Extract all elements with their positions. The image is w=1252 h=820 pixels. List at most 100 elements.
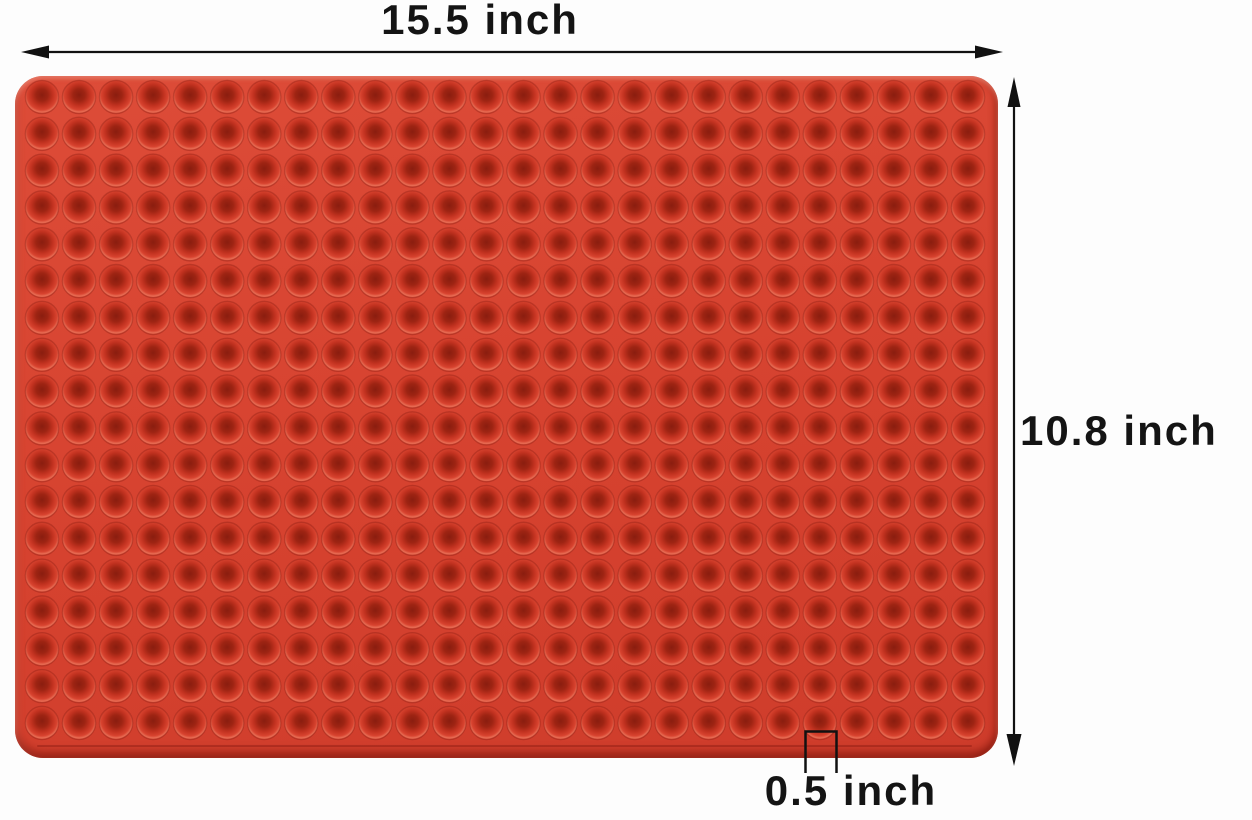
mat-bump	[506, 337, 541, 373]
mat-bump	[506, 705, 541, 741]
mat-bump	[506, 447, 541, 483]
mat-bump	[691, 521, 727, 557]
mat-bump	[950, 226, 986, 262]
mat-bump	[839, 595, 875, 630]
mat-bump	[950, 668, 986, 704]
mat-bump	[913, 705, 949, 741]
mat-bump	[728, 263, 764, 299]
mat-bump	[98, 263, 134, 299]
mat-bump	[839, 668, 875, 704]
mat-bump	[98, 632, 134, 667]
mat-bump	[135, 374, 171, 409]
mat-bump	[839, 632, 875, 667]
mat-bump	[950, 447, 986, 483]
mat-bump	[543, 374, 578, 409]
mat-bump	[543, 300, 578, 336]
mat-bump	[172, 226, 208, 262]
mat-bump	[654, 263, 689, 299]
mat-bump	[654, 595, 689, 630]
mat-bump	[765, 374, 801, 409]
mat-bump	[98, 116, 134, 152]
mat-bump	[61, 153, 97, 188]
mat-bump	[395, 558, 430, 593]
mat-bump	[728, 116, 764, 152]
mat-bump	[209, 705, 245, 741]
mat-bump	[24, 411, 60, 446]
mat-bump	[506, 190, 541, 225]
mat-bump	[321, 668, 356, 704]
mat-bump	[691, 374, 727, 409]
mat-bump	[765, 190, 801, 225]
mat-bump	[506, 595, 541, 630]
mat-bump	[876, 632, 912, 667]
mat-bump	[543, 521, 578, 557]
mat-bump	[432, 447, 467, 483]
mat-bump	[802, 411, 838, 446]
mat-bump	[135, 263, 171, 299]
mat-bump	[950, 374, 986, 409]
mat-bump	[876, 116, 912, 152]
mat-bump	[432, 595, 467, 630]
height-dimension-label: 10.8 inch	[1020, 407, 1218, 454]
mat-bump	[61, 668, 97, 704]
mat-bump	[209, 632, 245, 667]
mat-bump	[395, 521, 430, 557]
mat-bump	[24, 153, 60, 188]
mat-bump	[728, 190, 764, 225]
mat-bump	[432, 521, 467, 557]
mat-bump	[543, 337, 578, 373]
mat-bump	[728, 705, 764, 741]
mat-bump	[432, 116, 467, 152]
mat-bump	[209, 79, 245, 115]
mat-bump	[24, 558, 60, 593]
mat-bump	[321, 190, 356, 225]
mat-bump	[506, 374, 541, 409]
mat-bump	[543, 79, 578, 115]
mat-bump	[913, 190, 949, 225]
mat-bump	[283, 558, 319, 593]
mat-bump	[209, 226, 245, 262]
mat-bump	[98, 595, 134, 630]
mat-bump	[24, 374, 60, 409]
mat-bump	[358, 705, 393, 741]
mat-bump	[432, 190, 467, 225]
mat-bump	[432, 79, 467, 115]
mat-bump	[506, 668, 541, 704]
mat-bump	[209, 337, 245, 373]
mat-bump	[432, 374, 467, 409]
mat-bump	[469, 226, 504, 262]
mat-bump	[469, 521, 504, 557]
mat-bump	[728, 632, 764, 667]
mat-bump	[172, 632, 208, 667]
mat-bump	[469, 300, 504, 336]
mat-bump	[172, 190, 208, 225]
mat-bump	[98, 300, 134, 336]
mat-bump	[802, 153, 838, 188]
mat-bump	[654, 668, 689, 704]
mat-bump	[691, 337, 727, 373]
mat-bump	[432, 337, 467, 373]
mat-bump	[135, 190, 171, 225]
mat-bump	[654, 79, 689, 115]
mat-bump	[358, 558, 393, 593]
mat-bump	[283, 226, 319, 262]
mat-bump	[691, 705, 727, 741]
mat-bump	[765, 484, 801, 520]
mat-bump	[802, 595, 838, 630]
mat-bump	[358, 153, 393, 188]
mat-bump	[432, 300, 467, 336]
mat-bump	[469, 153, 504, 188]
mat-bump	[950, 521, 986, 557]
mat-bump	[246, 447, 282, 483]
mat-bump	[209, 447, 245, 483]
width-dimension-arrow	[21, 45, 1003, 59]
mat-bump	[765, 337, 801, 373]
mat-bump	[24, 595, 60, 630]
mat-bump	[395, 226, 430, 262]
mat-bump	[839, 263, 875, 299]
mat-bump	[283, 705, 319, 741]
mat-bump	[246, 79, 282, 115]
mat-bump	[61, 337, 97, 373]
mat-bump	[728, 484, 764, 520]
mat-bump	[802, 374, 838, 409]
